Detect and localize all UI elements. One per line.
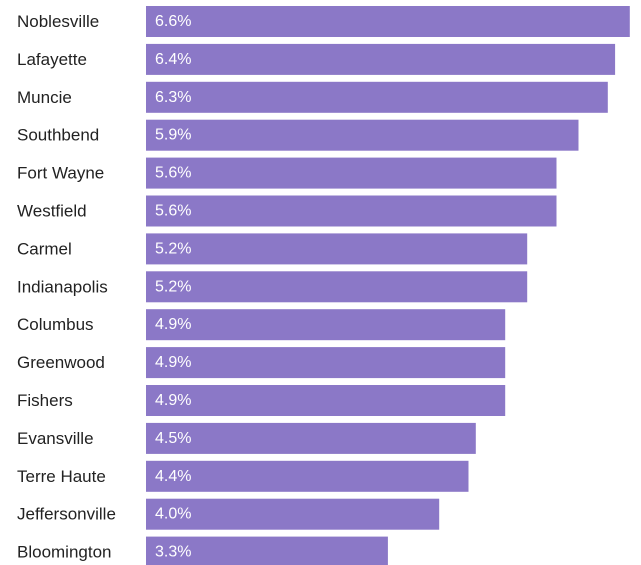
category-label: Indianapolis <box>17 277 108 296</box>
value-label: 4.9% <box>155 354 191 371</box>
category-label: Westfield <box>17 202 87 221</box>
category-label: Greenwood <box>17 353 105 372</box>
value-label: 5.2% <box>155 278 191 295</box>
value-label: 4.0% <box>155 506 191 523</box>
value-label: 4.9% <box>155 392 191 409</box>
value-label: 5.2% <box>155 240 191 257</box>
bar-southbend <box>146 119 579 151</box>
category-label: Bloomington <box>17 543 112 562</box>
bar-noblesville <box>146 6 630 37</box>
bar-carmel <box>146 233 528 265</box>
value-label: 4.9% <box>155 316 191 333</box>
value-label: 5.6% <box>155 203 191 220</box>
bar-columbus <box>146 309 506 341</box>
category-label: Fort Wayne <box>17 164 104 183</box>
value-label: 3.3% <box>155 544 191 561</box>
bar-terre-haute <box>146 460 469 492</box>
category-label: Columbus <box>17 315 94 334</box>
category-label: Lafayette <box>17 50 87 69</box>
category-label: Noblesville <box>17 12 99 31</box>
value-label: 6.6% <box>155 13 191 30</box>
bar-bloomington <box>146 536 388 565</box>
value-label: 5.9% <box>155 127 191 144</box>
value-label: 4.4% <box>155 468 191 485</box>
bar-fishers <box>146 385 506 416</box>
value-label: 4.5% <box>155 430 191 447</box>
bars-group <box>146 6 630 565</box>
bar-fort-wayne <box>146 157 557 189</box>
category-label: Muncie <box>17 88 72 107</box>
value-labels: 6.6% 6.4% 6.3% 5.9% 5.6% 5.6% 5.2% 5.2% 4.9% 4.9%… <box>155 13 191 561</box>
bar-greenwood <box>146 347 506 379</box>
category-label: Terre Haute <box>17 467 106 486</box>
category-label: Evansville <box>17 429 94 448</box>
bar-jeffersonville <box>146 498 440 530</box>
category-label: Jeffersonville <box>17 505 116 524</box>
category-labels: Noblesville Lafayette Muncie Southbend Fort … <box>17 12 116 562</box>
bar-muncie <box>146 81 608 113</box>
value-label: 5.6% <box>155 165 191 182</box>
category-label: Southbend <box>17 126 99 145</box>
bar-westfield <box>146 195 557 227</box>
category-label: Carmel <box>17 239 72 258</box>
value-label: 6.4% <box>155 51 191 68</box>
category-label: Fishers <box>17 391 73 410</box>
bar-indianapolis <box>146 271 528 303</box>
value-label: 6.3% <box>155 89 191 106</box>
bar-evansville <box>146 422 476 454</box>
bar-lafayette <box>146 43 616 75</box>
